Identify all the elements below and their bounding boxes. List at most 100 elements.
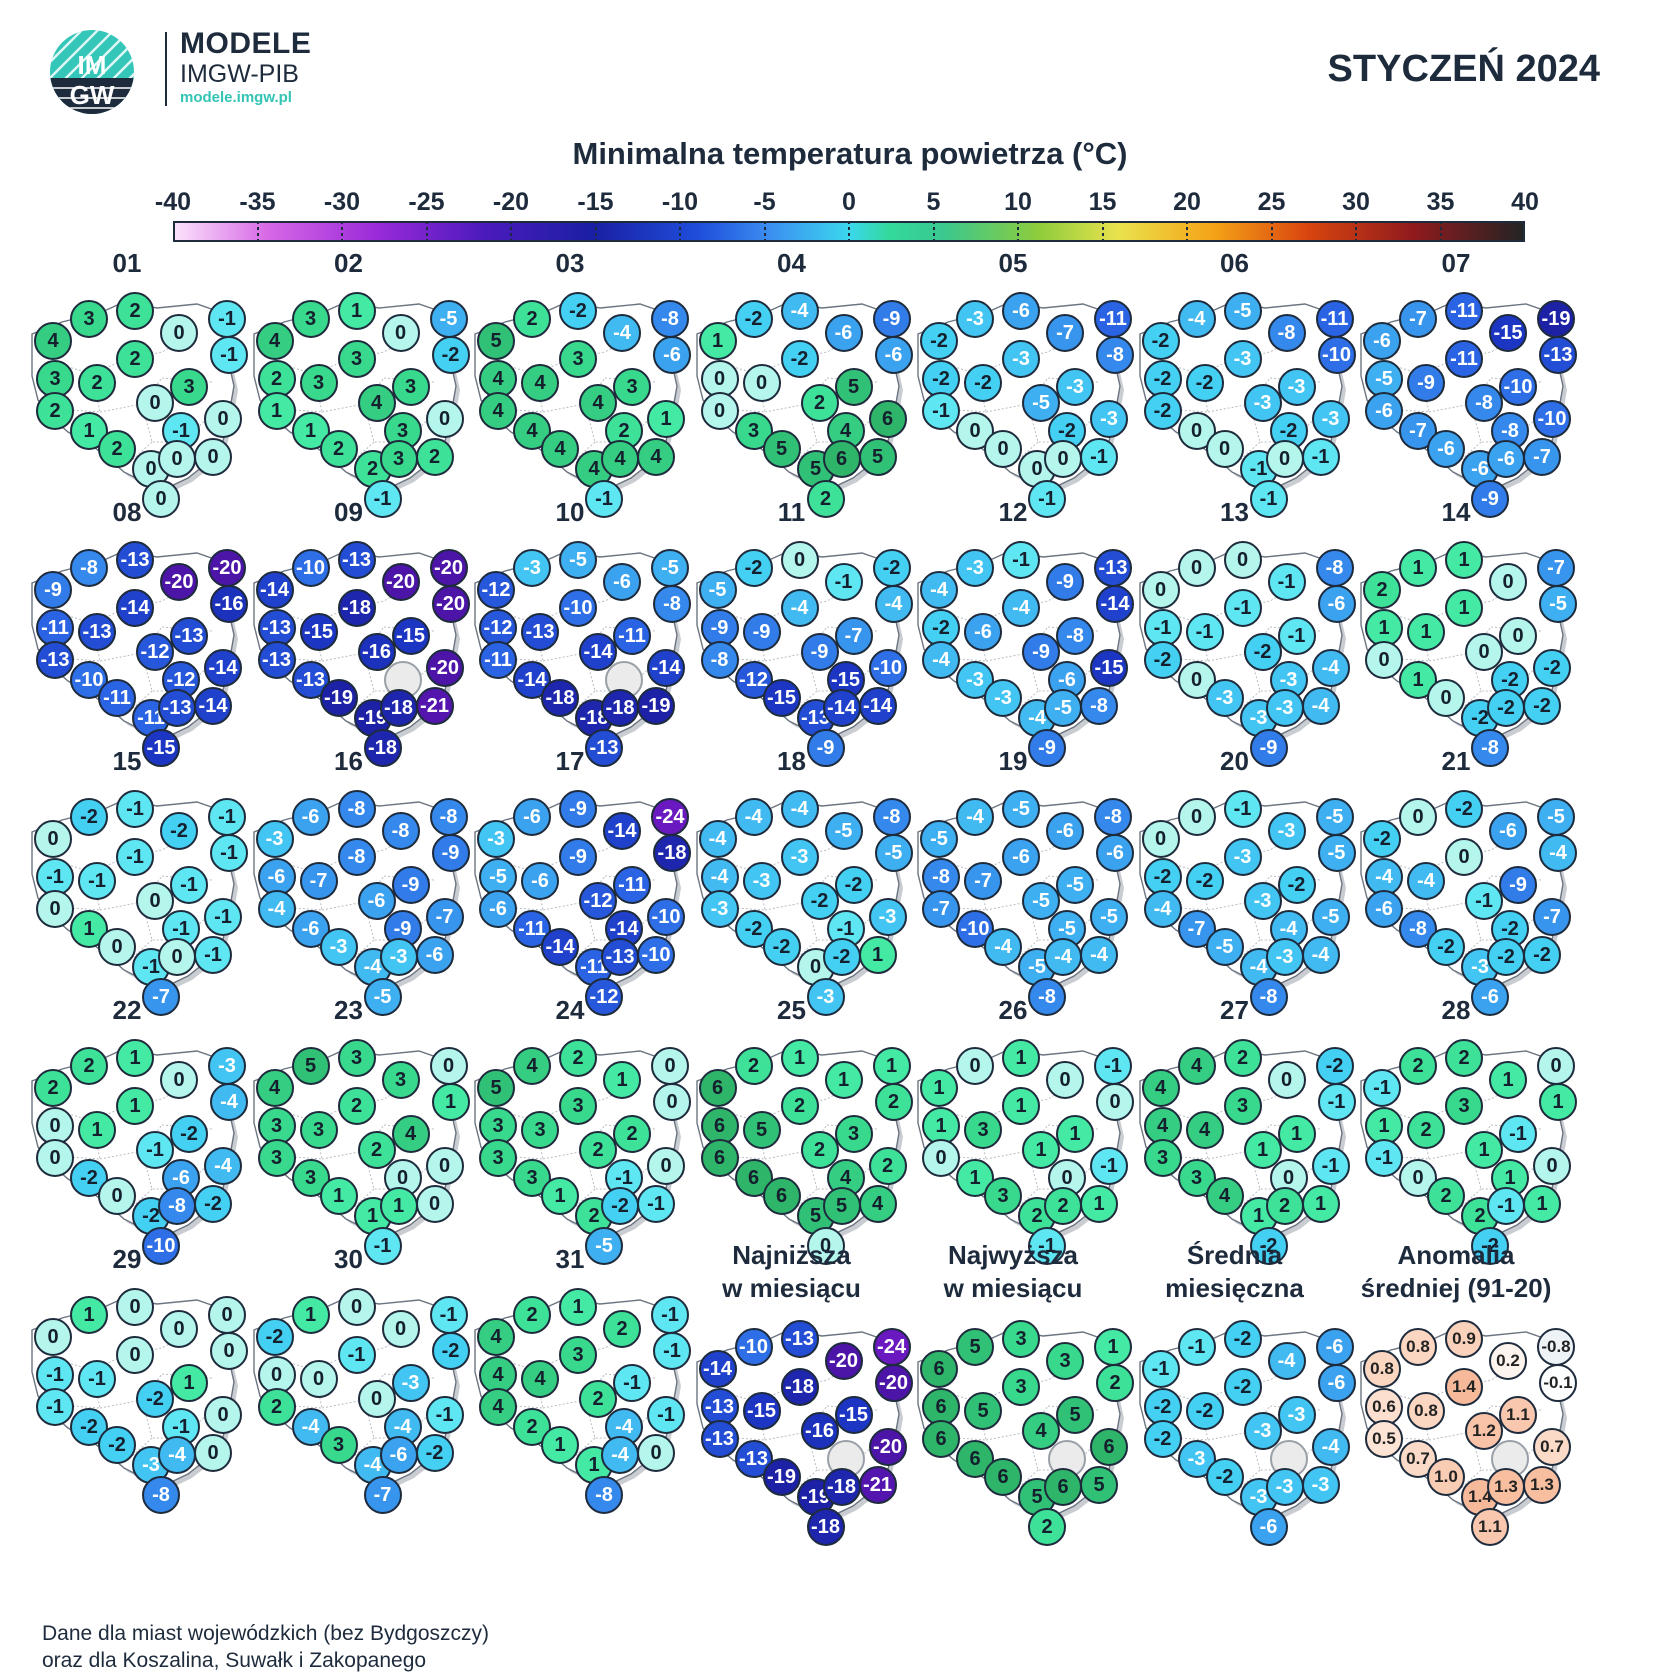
- brand-url[interactable]: modele.imgw.pl: [180, 89, 292, 106]
- city-value: -1: [1363, 1069, 1401, 1107]
- footnote-line-1: Dane dla miast wojewódzkich (bez Bydgosz…: [42, 1622, 490, 1645]
- city-value: -1: [78, 1360, 116, 1398]
- city-value: 5: [1056, 1396, 1094, 1434]
- city-value: 5: [477, 1069, 515, 1107]
- city-value: -1: [637, 1185, 675, 1223]
- city-value: 1: [291, 1296, 330, 1334]
- brand-subtitle: IMGW-PIB: [180, 60, 299, 88]
- city-value: -4: [291, 1408, 330, 1446]
- city-value: 4: [637, 438, 675, 476]
- city-value: -6: [1046, 812, 1084, 850]
- city-value: -1: [136, 1131, 174, 1169]
- city-value: -8: [337, 790, 376, 828]
- city-value: -13: [521, 613, 559, 651]
- city-value: -8: [337, 838, 376, 876]
- city-value: 0: [1177, 798, 1216, 836]
- panel-label: 28: [1441, 995, 1471, 1025]
- city-value: -2: [1445, 790, 1483, 828]
- city-value: -4: [204, 1147, 242, 1185]
- city-value: -1: [1177, 1328, 1216, 1366]
- city-value: 0: [1141, 571, 1180, 609]
- city-value: -5: [559, 541, 597, 579]
- city-value: 2: [1445, 1039, 1483, 1077]
- city-value: -2: [800, 882, 839, 920]
- city-value: 4: [479, 360, 517, 398]
- city-value: 0: [98, 1177, 136, 1215]
- panel-label: 21: [1441, 746, 1471, 776]
- daily-map-panel: 21 -2 0 -2 -6 -5 -4 -4 -4 0 -9 -6 -1 -8 -2 -7 -2 -3 -2 -2 -6: [1341, 746, 1577, 1016]
- city-value: -2: [160, 812, 198, 850]
- city-value: 0.8: [1363, 1350, 1401, 1388]
- panel-label: 18: [777, 746, 806, 776]
- summary-map-panel: Średnia miesięczna -1 -1 -2 -4 -6 -6 -2 -2 -2 -3 -2…: [1120, 1240, 1356, 1546]
- city-value: 6: [698, 1069, 737, 1107]
- city-value: 2: [70, 1047, 108, 1085]
- city-value: 2: [868, 1147, 907, 1185]
- city-value: 2: [1363, 571, 1401, 609]
- city-value: 2: [415, 438, 454, 476]
- city-value: 2: [806, 480, 845, 518]
- city-value: -11: [1094, 300, 1132, 338]
- city-value: -6: [291, 798, 330, 836]
- panel-label: 19: [998, 746, 1028, 776]
- city-value: -2: [734, 549, 773, 587]
- city-value: -3: [956, 549, 994, 587]
- city-value: 5: [834, 368, 873, 406]
- daily-map-panel: 14 2 1 1 0 -7 -5 1 1 1 0 0 0 1 -2 -2 0 -2 -2 -2 -8: [1341, 497, 1577, 767]
- panel-label: 16: [334, 746, 363, 776]
- city-value: 1: [858, 936, 897, 974]
- colorbar-tick: [594, 221, 597, 242]
- city-value: 4: [521, 1360, 559, 1398]
- city-value: -9: [431, 834, 470, 872]
- city-value: -2: [431, 336, 470, 374]
- city-value: 3: [319, 1426, 358, 1464]
- city-value: -9: [1022, 633, 1060, 671]
- city-value: 1: [920, 1069, 958, 1107]
- city-value: -1: [1094, 1047, 1132, 1085]
- city-value: 2: [1265, 1187, 1304, 1225]
- city-value: 0: [1177, 549, 1216, 587]
- city-value: -3: [255, 820, 294, 858]
- city-value: 0: [136, 384, 174, 422]
- city-value: 0: [1427, 679, 1465, 717]
- city-value: 0.5: [1365, 1420, 1403, 1458]
- city-value: 2: [98, 430, 136, 468]
- city-value: 1: [78, 1111, 116, 1149]
- city-value: -1: [1223, 790, 1262, 828]
- city-value: -9: [800, 633, 839, 671]
- city-value: -4: [984, 928, 1022, 966]
- city-value: -6: [964, 613, 1002, 651]
- city-value: 3: [1177, 1159, 1216, 1197]
- city-value: 1: [170, 1364, 208, 1402]
- panel-label: 25: [777, 995, 806, 1025]
- city-value: -3: [1243, 384, 1282, 422]
- daily-map-panel: 11 -5 -2 0 -1 -2 -4 -9 -9 -4 -7 -8 -9 -12 -15 -10 -15 -13…: [677, 497, 913, 767]
- city-value: -9: [872, 300, 911, 338]
- city-value: -6: [1365, 392, 1403, 430]
- city-value: -5: [1539, 585, 1577, 623]
- city-value: 4: [601, 440, 639, 478]
- city-value: -1: [78, 862, 116, 900]
- city-value: 0: [160, 1310, 198, 1348]
- city-value: 3: [1143, 1139, 1182, 1177]
- city-value: 0: [956, 412, 994, 450]
- city-value: -15: [391, 617, 430, 655]
- daily-map-panel: 10 -12 -3 -5 -6 -5 -8 -12 -13 -10 -11 -11 -14 -14 -14-…: [455, 497, 691, 767]
- city-value: 1: [922, 1107, 960, 1145]
- daily-map-panel: 09 -14 -10 -13 -20 -20 -20 -13 -15 -18 -15 -13 -16 -1…: [234, 497, 470, 767]
- daily-map-panel: 17 -3 -6 -9 -14 -24 -18 -5 -6 -9 -11 -6 -12 -11 -14 -10…: [455, 746, 691, 1016]
- city-value: 2: [800, 384, 839, 422]
- city-value: -4: [1407, 862, 1445, 900]
- city-value: -2: [1143, 1420, 1182, 1458]
- city-value: 3: [1002, 1368, 1040, 1406]
- city-value: 1: [1002, 1039, 1040, 1077]
- city-value: -2: [822, 938, 861, 976]
- colorbar-tick: [679, 221, 681, 242]
- city-value: -4: [1301, 687, 1340, 725]
- city-value: 0.7: [1533, 1428, 1571, 1466]
- city-value: -9: [559, 838, 597, 876]
- city-value: -21: [858, 1466, 897, 1504]
- city-value: -3: [1205, 679, 1244, 717]
- city-value: -2: [559, 292, 597, 330]
- city-value: -2: [1487, 938, 1525, 976]
